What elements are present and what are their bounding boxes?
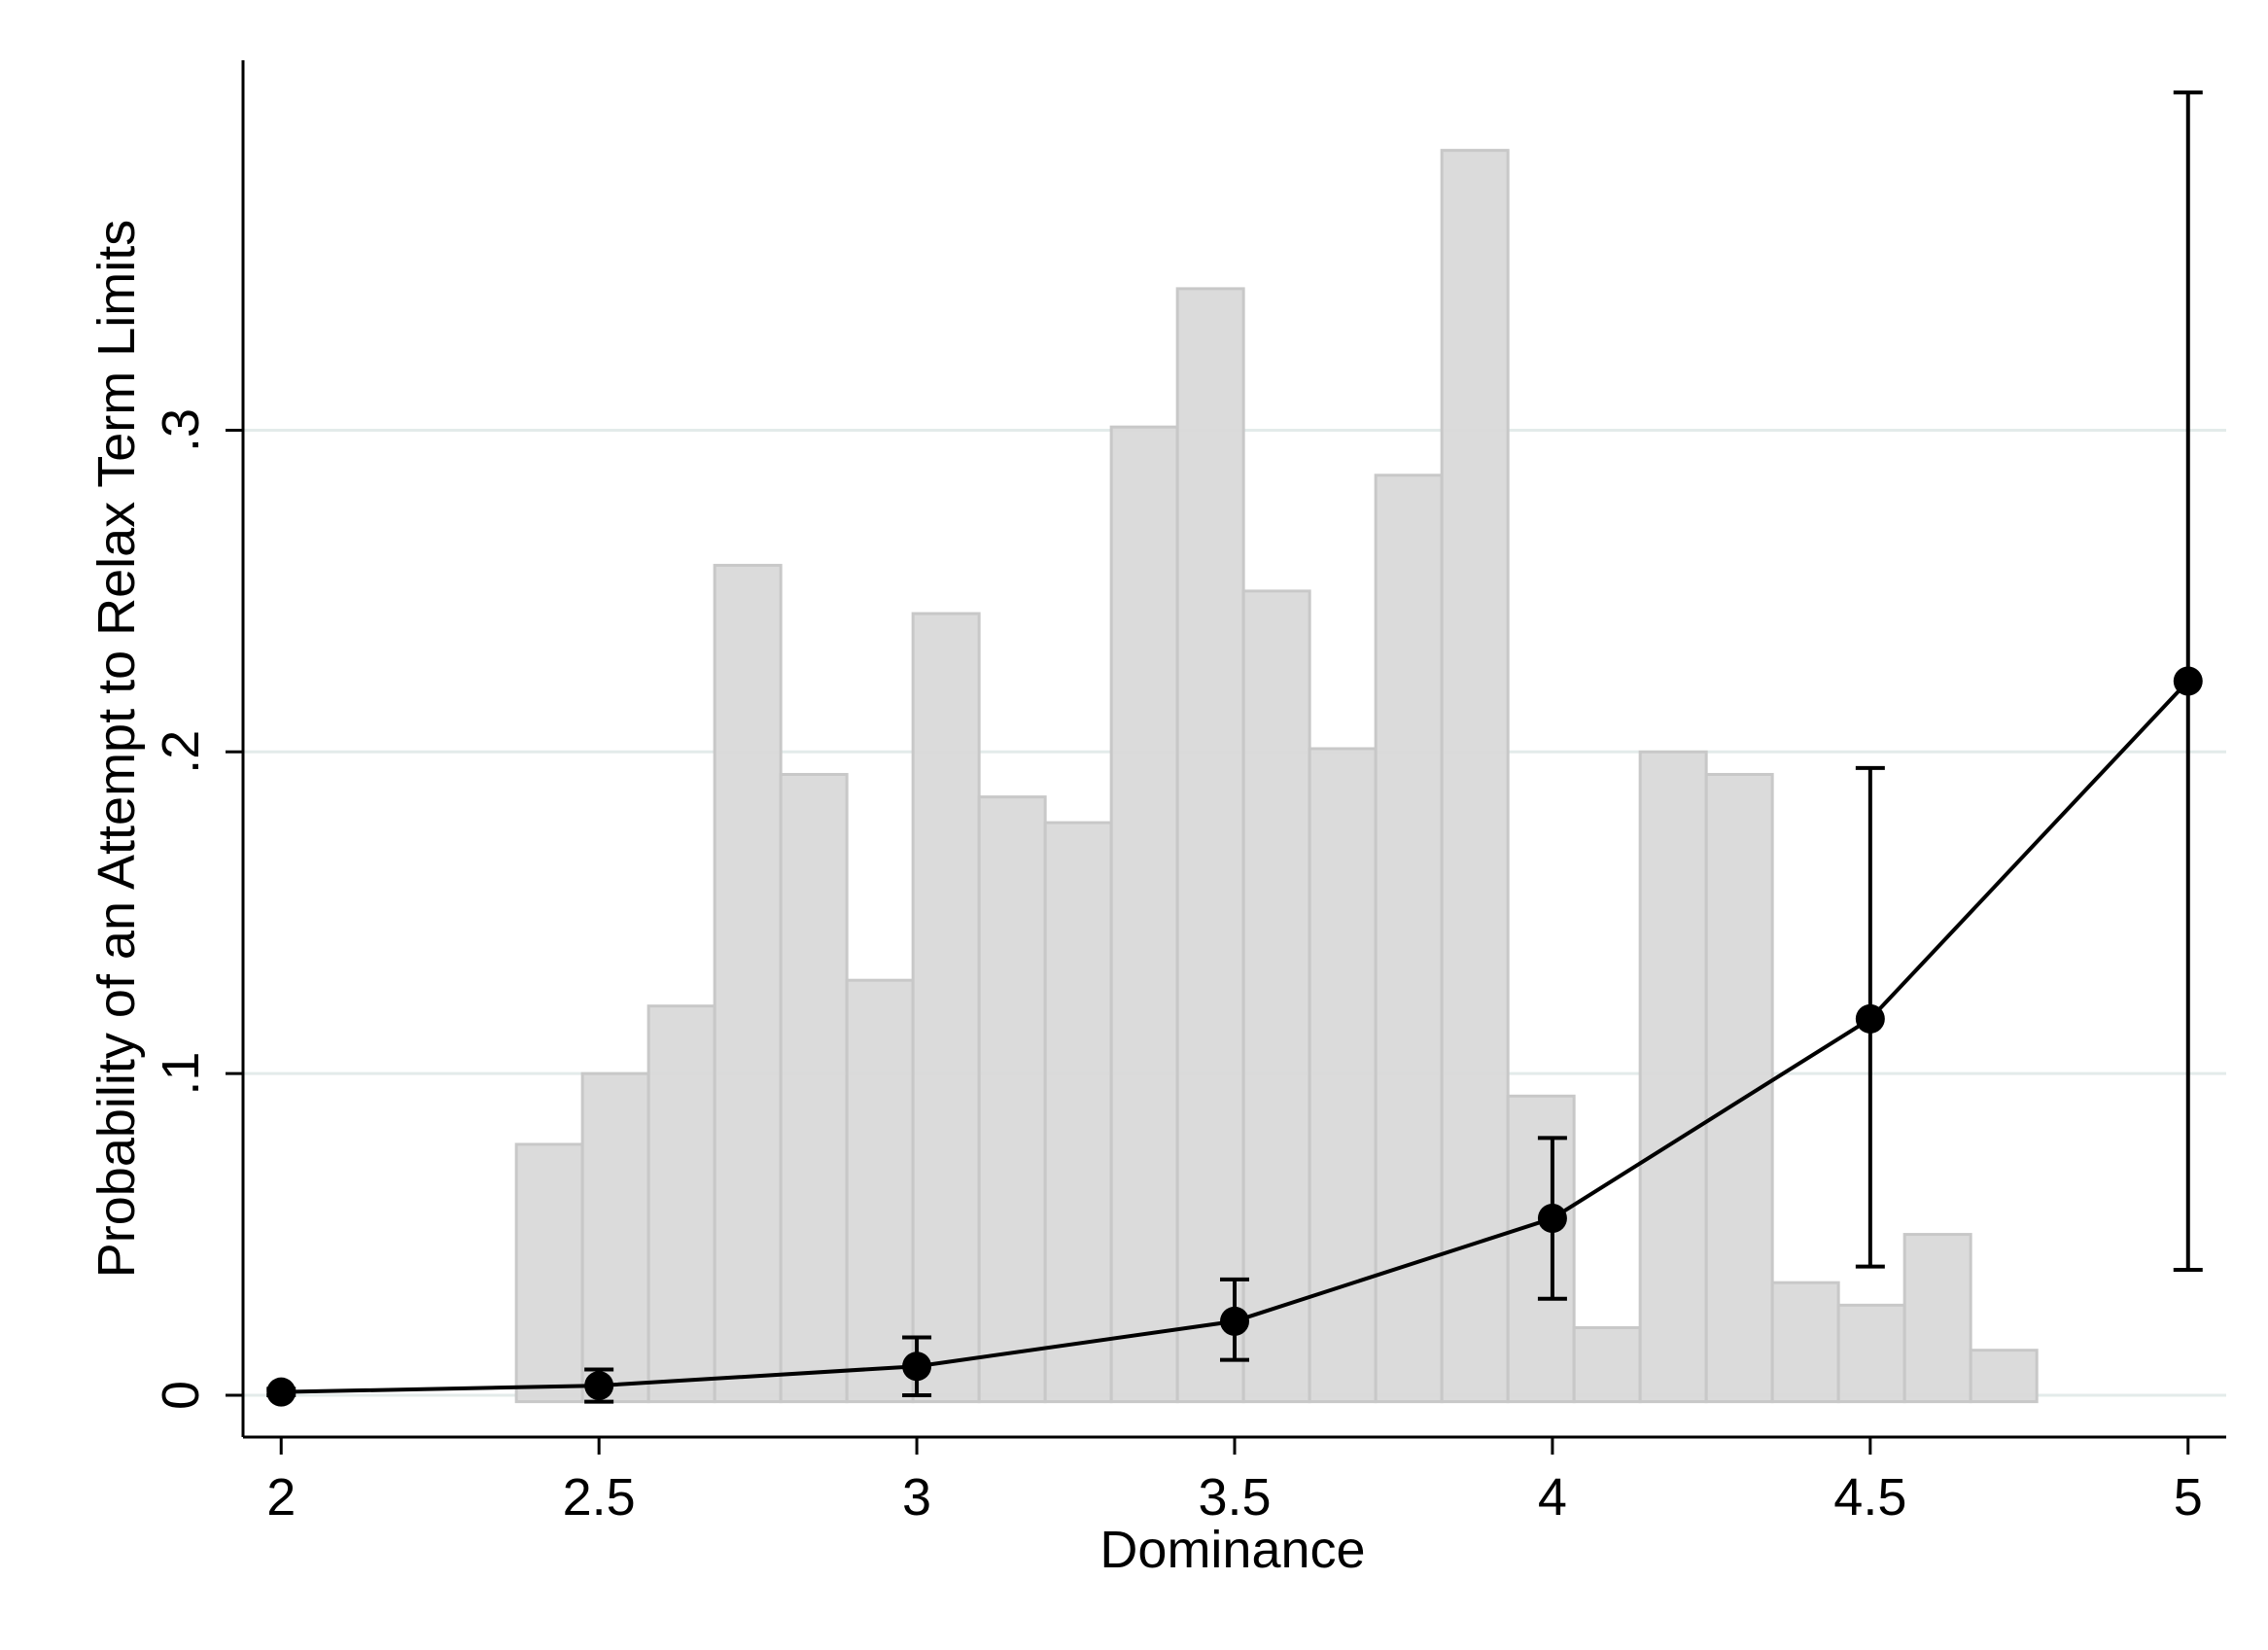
histogram-bar (1969, 1349, 2039, 1404)
histogram-bar (1109, 425, 1179, 1404)
histogram-bar (1440, 149, 1510, 1404)
y-tick-label: .3 (152, 408, 210, 452)
y-tick-label: .2 (152, 730, 210, 774)
histogram-bar (1836, 1303, 1906, 1404)
histogram-bar (1902, 1233, 1972, 1404)
histogram-bar (911, 612, 981, 1404)
data-point (266, 1377, 297, 1407)
x-tick-label: 4 (1538, 1468, 1567, 1527)
data-point (1855, 1003, 1885, 1034)
histogram-bar (514, 1142, 584, 1404)
histogram-bar (1506, 1094, 1576, 1404)
x-tick-label: 2 (266, 1468, 296, 1527)
histogram-bar (646, 1004, 716, 1404)
histogram-bar (1638, 750, 1708, 1404)
data-point (1537, 1204, 1567, 1234)
histogram-bar (713, 563, 783, 1404)
histogram-bars (514, 149, 2039, 1404)
y-tick-label: .1 (152, 1052, 210, 1096)
histogram-bar (1770, 1281, 1840, 1404)
x-tick-label: 4.5 (1833, 1468, 1906, 1527)
histogram-bar (1374, 474, 1444, 1404)
histogram-bar (845, 978, 915, 1404)
data-point (1220, 1306, 1249, 1336)
x-axis-title: Dominance (1099, 1521, 1365, 1579)
data-point (584, 1371, 614, 1401)
x-tick-label: 3 (902, 1468, 931, 1527)
histogram-bar (1241, 589, 1311, 1404)
histogram-bar (977, 795, 1047, 1404)
data-point (902, 1352, 932, 1382)
histogram-bar (1043, 821, 1113, 1404)
y-tick-label: 0 (152, 1381, 210, 1410)
x-tick-label: 3.5 (1198, 1468, 1271, 1527)
axis-ticks: 2 2.5 3 3.5 4 4.5 5 0 .1 .2 .3 (152, 408, 2203, 1527)
histogram-bar (1308, 747, 1378, 1404)
histogram-bar (1175, 287, 1245, 1404)
histogram-bar (1572, 1326, 1642, 1404)
x-tick-label: 2.5 (563, 1468, 636, 1527)
histogram-bar (580, 1071, 650, 1404)
x-tick-label: 5 (2174, 1468, 2203, 1527)
prediction-series (266, 90, 2203, 1407)
histogram-bar (779, 772, 849, 1404)
y-axis-title: Probability of an Attempt to Relax Term … (87, 220, 146, 1278)
data-point (2173, 666, 2203, 696)
